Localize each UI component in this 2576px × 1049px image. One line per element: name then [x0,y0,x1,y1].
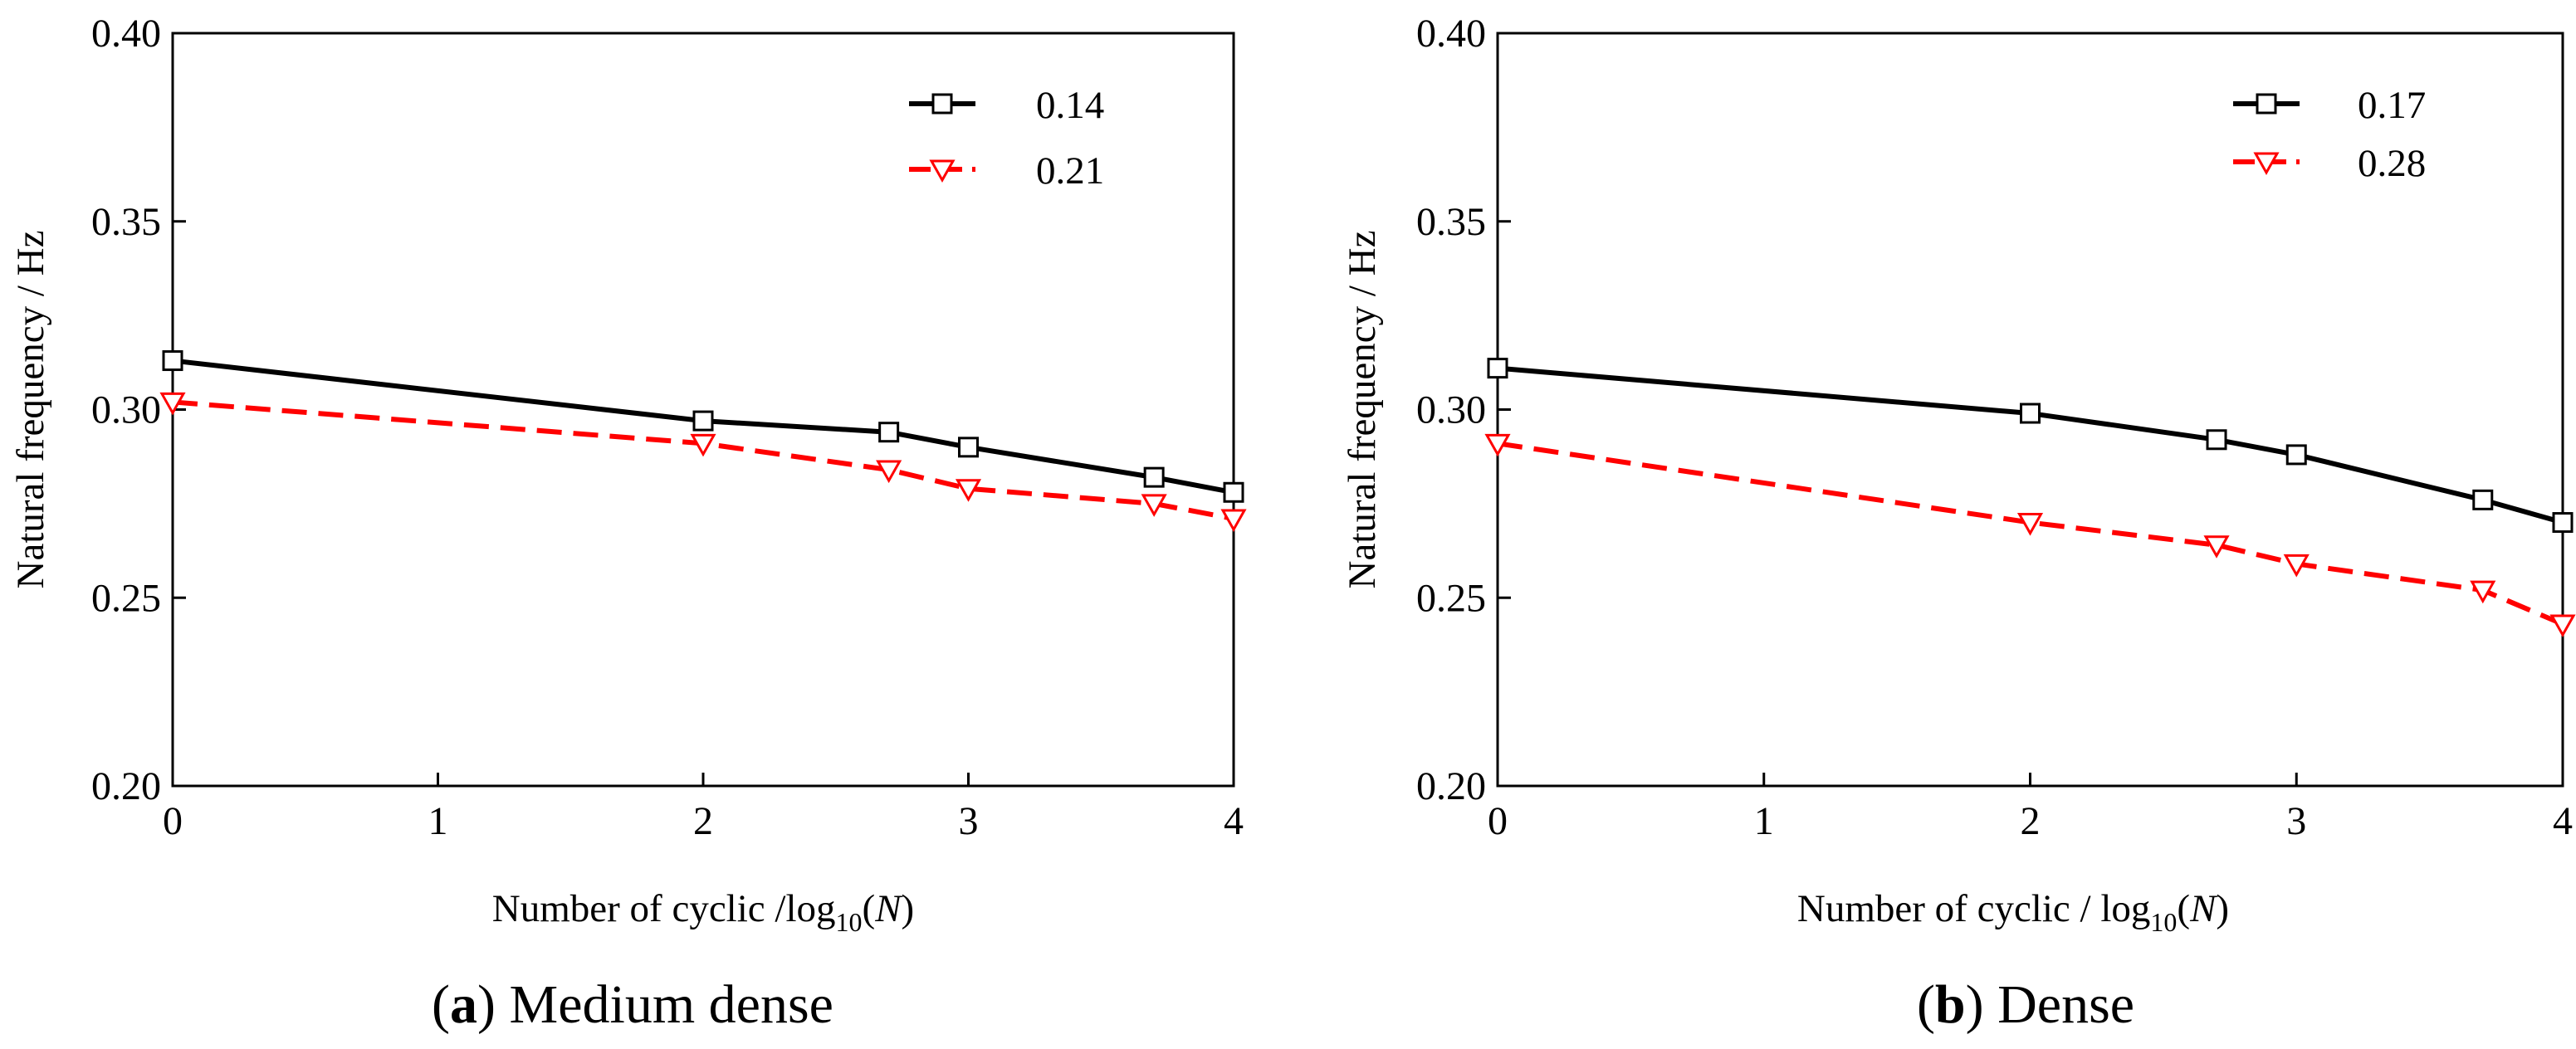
x-tick-label: 0 [163,799,183,843]
data-point-square [958,437,979,458]
data-point-square [2552,512,2574,534]
data-point-triangle [876,460,902,484]
data-point-triangle [690,433,716,457]
y-tick-label: 0.40 [1416,12,1486,56]
chart-panel-a: 0 1 2 3 4 0.20 0.25 0.30 0.35 0.40 Natural frequen… [9,12,1247,1035]
y-tick-label: 0.25 [1416,576,1486,620]
series-line [1497,365,2564,525]
chart-panel-b: 0 1 2 3 4 0.20 0.25 0.30 0.35 0.40 Natural frequen… [1341,12,2576,1035]
series-0.14 [162,350,1244,503]
x-tick-label: 2 [693,799,713,843]
data-point-triangle [2283,554,2310,578]
y-tick-label: 0.40 [91,12,161,56]
panel-caption: (a) Medium dense [432,974,833,1035]
series-line [172,358,1234,495]
data-point-square [2472,489,2494,510]
series-line [1497,441,2564,627]
series-0.28 [1484,433,2576,638]
data-point-triangle [2253,152,2280,176]
data-point-triangle [2549,614,2576,638]
legend-entry-0.28: 0.28 [2233,142,2426,185]
x-tick-label: 1 [1754,799,1774,843]
data-point-square [1487,358,1508,379]
data-point-triangle [1141,494,1167,517]
y-tick-label: 0.20 [91,764,161,808]
legend-label: 0.21 [1036,149,1104,193]
data-point-square [2206,429,2227,451]
series-line [172,399,1234,521]
data-point-triangle [159,392,186,416]
data-point-square [1223,481,1244,503]
data-point-square [1143,466,1165,488]
y-tick-label: 0.30 [91,388,161,432]
legend-label: 0.17 [2358,84,2426,127]
x-axis-title: Number of cyclic / log10(N) [1797,887,2229,937]
x-tick-label: 1 [428,799,448,843]
y-tick-label: 0.25 [91,576,161,620]
data-point-triangle [2470,580,2496,604]
data-point-square [692,410,714,432]
data-point-square [162,350,183,372]
y-axis-title: Natural frequency / Hz [1341,231,1384,589]
data-point-triangle [2203,535,2230,559]
legend-entry-0.17: 0.17 [2233,84,2426,127]
y-tick-label: 0.35 [1416,200,1486,244]
legend-label: 0.14 [1036,84,1104,127]
legend-entry-0.21: 0.21 [909,149,1104,193]
legend-label: 0.28 [2358,142,2426,185]
x-tick-label: 4 [2553,799,2573,843]
series-0.21 [159,392,1247,533]
y-tick-label: 0.20 [1416,764,1486,808]
x-tick-label: 0 [1488,799,1508,843]
x-tick-label: 2 [2021,799,2041,843]
data-point-square [931,93,953,115]
y-tick-label: 0.35 [91,200,161,244]
data-point-triangle [955,479,982,502]
data-point-triangle [929,159,956,183]
x-axis-title: Number of cyclic /log10(N) [492,887,914,937]
plot-frame [171,32,1235,788]
x-tick-label: 3 [959,799,979,843]
data-point-square [878,422,900,443]
y-axis-title: Natural frequency / Hz [9,231,52,589]
x-tick-label: 4 [1224,799,1244,843]
y-tick-label: 0.30 [1416,388,1486,432]
series-0.17 [1487,358,2574,534]
data-point-triangle [2016,513,2044,536]
data-point-square [2256,93,2277,115]
panel-caption: (b) Dense [1917,974,2134,1035]
data-point-square [2285,444,2307,466]
x-tick-label: 3 [2286,799,2306,843]
data-point-square [2020,403,2041,424]
data-point-triangle [1220,509,1247,533]
legend-entry-0.14: 0.14 [909,84,1104,127]
data-point-triangle [1484,433,1511,457]
